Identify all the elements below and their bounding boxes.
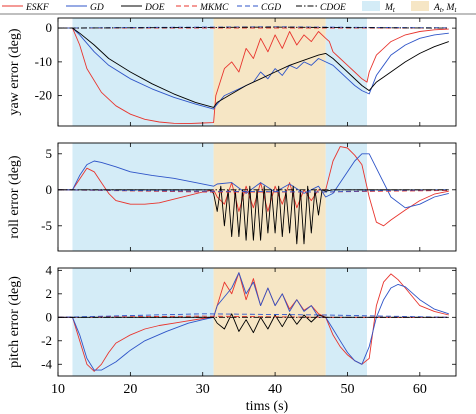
region-m-t-1	[72, 18, 214, 126]
legend: ESKF GD DOE MKMC CGD CDOE Mt At, Mt	[0, 1, 476, 15]
y-tick-label: -10	[35, 54, 52, 69]
region-a-t-m-t-2	[213, 268, 326, 376]
legend-label: At, Mt	[433, 3, 457, 14]
y-tick-label: 0	[46, 309, 53, 324]
series-cdoe-line	[58, 26, 449, 29]
x-axis: 10 20 30 40 50 60 tims (s)	[51, 382, 427, 414]
y-tick-label: -20	[35, 88, 52, 103]
y-axis-label: roll error (deg)	[7, 155, 22, 239]
y-tick-label: -4	[41, 356, 52, 371]
x-tick-label: 20	[123, 382, 137, 397]
legend-item-m-t: Mt	[362, 1, 396, 14]
legend-item-cdoe: CDOE	[296, 3, 346, 13]
subplot-2: -5 0 5 roll error (deg)	[7, 142, 457, 252]
series-gd-line	[58, 27, 449, 110]
x-tick-label: 50	[340, 382, 354, 397]
series-eskf-line	[58, 146, 449, 227]
legend-label: DOE	[144, 3, 165, 13]
legend-label: Mt	[384, 3, 396, 14]
series-doe-line	[58, 27, 449, 108]
x-axis-label: tims (s)	[246, 399, 289, 414]
x-tick-label: 30	[196, 382, 210, 397]
legend-label: CDOE	[320, 3, 346, 13]
y-tick-label: 2	[46, 286, 53, 301]
series-doe-line	[58, 185, 449, 245]
legend-item-gd: GD	[66, 3, 104, 13]
series-eskf-line	[58, 27, 449, 125]
subplot-3: -4 -2 0 2 4 pitch error (deg)	[7, 262, 457, 377]
plot-frame	[57, 267, 457, 377]
legend-item-cgd: CGD	[237, 3, 281, 13]
series-cgd-line	[58, 189, 449, 193]
x-tick-label: 40	[268, 382, 282, 397]
legend-item-a-t-m-t: At, Mt	[411, 1, 457, 14]
subplot-1: -20 -10 0 yaw error (deg)	[7, 17, 457, 127]
legend-swatch	[411, 1, 429, 11]
region-m-t-1	[72, 143, 214, 251]
series-gd-line	[58, 272, 449, 371]
legend-label: CGD	[261, 3, 281, 13]
legend-item-mkmc: MKMC	[176, 3, 229, 13]
plot-frame	[57, 17, 457, 127]
y-tick-label: 0	[46, 20, 53, 35]
legend-label: MKMC	[199, 3, 229, 13]
y-tick-label: 5	[46, 146, 53, 161]
y-tick-label: -2	[41, 333, 52, 348]
legend-label: ESKF	[25, 3, 49, 13]
x-tick-label: 10	[51, 382, 65, 397]
legend-item-eskf: ESKF	[2, 3, 49, 13]
plot-frame	[57, 142, 457, 252]
legend-item-doe: DOE	[121, 3, 165, 13]
y-tick-label: 0	[46, 182, 53, 197]
legend-label: GD	[90, 3, 104, 13]
x-tick-label: 60	[413, 382, 427, 397]
region-m-t-3	[325, 18, 367, 126]
y-tick-label: -5	[41, 218, 52, 233]
region-a-t-m-t-2	[213, 18, 326, 126]
series-doe-line	[58, 313, 449, 334]
region-m-t-3	[325, 268, 367, 376]
region-m-t-1	[72, 268, 214, 376]
y-axis-label: pitch error (deg)	[7, 276, 22, 368]
y-axis-label: yaw error (deg)	[7, 28, 22, 115]
region-m-t-3	[325, 143, 367, 251]
y-tick-label: 4	[46, 262, 53, 277]
series-cgd-line	[58, 313, 449, 318]
legend-swatch	[362, 1, 380, 11]
